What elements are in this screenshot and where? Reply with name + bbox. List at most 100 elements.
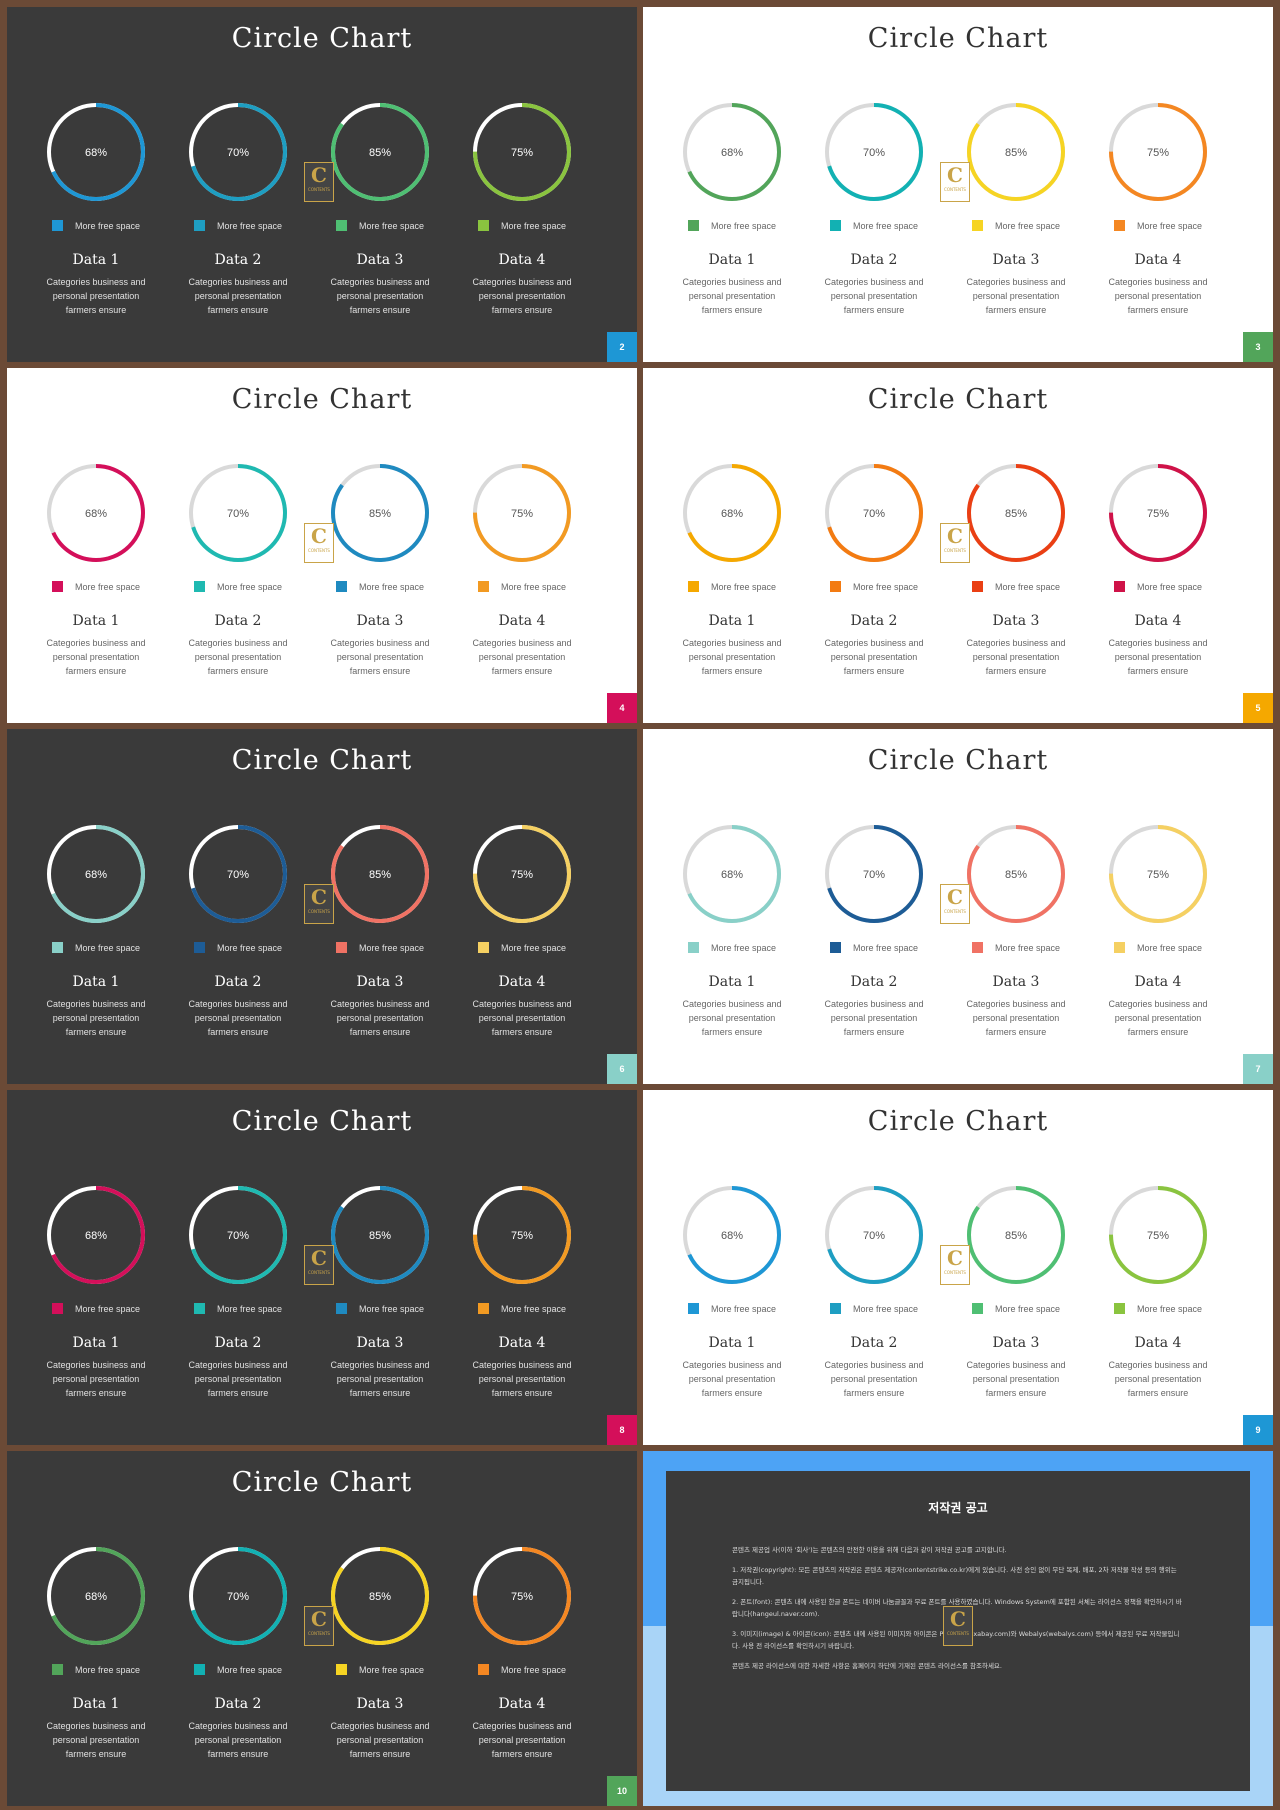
ring-percent-label: 70%: [863, 1230, 885, 1242]
ring-percent-label: 85%: [1005, 1230, 1027, 1242]
chart-item: 70% More free space Data 2 Categories bu…: [804, 824, 944, 1039]
legend-swatch: [193, 942, 205, 953]
chart-item: 68% More free space Data 1 Categories bu…: [662, 824, 802, 1039]
legend-swatch: [335, 942, 347, 953]
ring-value-arc: [189, 103, 287, 201]
ring-value-arc: [331, 825, 429, 923]
slide-thumbnail-10[interactable]: Circle Chart 68% More free space Data 1 …: [7, 1451, 637, 1806]
legend-swatch: [335, 581, 347, 592]
ring-value-arc: [1109, 1186, 1207, 1284]
description-line: farmers ensure: [1127, 1027, 1189, 1037]
data-description: Categories business and personal presenta…: [310, 997, 450, 1039]
data-description: Categories business and personal presenta…: [804, 636, 944, 678]
legend-label: More free space: [852, 1303, 919, 1314]
logo-letter: C: [950, 1607, 966, 1631]
legend-entry: More free space: [452, 581, 592, 592]
legend-entry: More free space: [662, 220, 802, 231]
data-description: Categories business and personal presenta…: [452, 1358, 592, 1400]
slide-thumbnail-6[interactable]: Circle Chart 68% More free space Data 1 …: [7, 729, 637, 1084]
ring-percent-label: 85%: [1005, 869, 1027, 881]
description-line: personal presentation: [830, 652, 918, 662]
data-name-label: Data 1: [72, 252, 120, 268]
chart-item: 75% More free space Data 4 Categories bu…: [1088, 824, 1228, 1039]
description-line: Categories business and: [472, 277, 572, 287]
legend-entry: More free space: [310, 220, 450, 231]
contents-logo: C CONTENTS: [940, 1245, 970, 1285]
ring-percent-label: 70%: [227, 1230, 249, 1242]
description-line: personal presentation: [1114, 652, 1202, 662]
slide-thumbnail-8[interactable]: Circle Chart 68% More free space Data 1 …: [7, 1090, 637, 1445]
description-line: farmers ensure: [491, 1027, 553, 1037]
ring-value-arc: [473, 1547, 571, 1645]
legend-swatch: [687, 1303, 699, 1314]
description-line: Categories business and: [188, 1360, 288, 1370]
ring-chart: 75%: [1109, 103, 1207, 201]
legend-label: More free space: [358, 581, 425, 592]
description-line: farmers ensure: [349, 1749, 411, 1759]
description-line: personal presentation: [478, 1735, 566, 1745]
slide-thumbnail-5[interactable]: Circle Chart 68% More free space Data 1 …: [643, 368, 1273, 723]
legend-entry: More free space: [310, 1664, 450, 1675]
legend-entry: More free space: [804, 581, 944, 592]
description-line: farmers ensure: [701, 666, 763, 676]
slide-thumbnail-7[interactable]: Circle Chart 68% More free space Data 1 …: [643, 729, 1273, 1084]
slide-thumbnail-3[interactable]: Circle Chart 68% More free space Data 1 …: [643, 7, 1273, 362]
legend-entry: More free space: [168, 581, 308, 592]
description-line: personal presentation: [194, 1735, 282, 1745]
data-name-label: Data 2: [214, 613, 262, 629]
slide-thumbnail-copyright-notice[interactable]: 저작권 공고 콘텐츠 제공업 사(이하 '회사')는 콘텐츠의 안전한 이용을 위…: [643, 1451, 1273, 1806]
data-description: Categories business and personal presenta…: [804, 997, 944, 1039]
ring-value-arc: [683, 1186, 781, 1284]
logo-letter: C: [311, 163, 327, 187]
description-line: Categories business and: [46, 277, 146, 287]
description-line: farmers ensure: [701, 1027, 763, 1037]
ring-value-arc: [473, 825, 571, 923]
ring-percent-label: 68%: [85, 147, 107, 159]
ring-value-arc: [967, 103, 1065, 201]
ring-value-arc: [331, 1186, 429, 1284]
chart-item: 85% More free space Data 3 Categories bu…: [946, 824, 1086, 1039]
ring-value-arc: [189, 1186, 287, 1284]
chart-item: 70% More free space Data 2 Categories bu…: [804, 463, 944, 678]
legend-entry: More free space: [26, 581, 166, 592]
ring-chart: 75%: [1109, 464, 1207, 562]
chart-items: 68% More free space Data 1 Categories bu…: [26, 102, 596, 352]
legend-label: More free space: [216, 581, 283, 592]
data-name-label: Data 1: [708, 1335, 756, 1351]
legend-swatch: [193, 1303, 205, 1314]
description-line: personal presentation: [336, 1735, 424, 1745]
description-line: personal presentation: [1114, 1374, 1202, 1384]
data-description: Categories business and personal presenta…: [168, 1719, 308, 1761]
legend-entry: More free space: [168, 1664, 308, 1675]
ring-percent-label: 68%: [721, 1230, 743, 1242]
data-name-label: Data 3: [356, 252, 404, 268]
legend-swatch: [1113, 581, 1125, 592]
page-number-badge: 9: [1243, 1415, 1273, 1445]
legend-swatch: [193, 1664, 205, 1675]
ring-percent-label: 68%: [721, 508, 743, 520]
notice-paragraph: 1. 저작권(copyright): 모든 콘텐츠의 저작권은 콘텐츠 제공자(…: [732, 1566, 1177, 1586]
slide-thumbnail-4[interactable]: Circle Chart 68% More free space Data 1 …: [7, 368, 637, 723]
ring-chart: 70%: [189, 1186, 287, 1284]
description-line: Categories business and: [1108, 1360, 1208, 1370]
chart-item: 85% More free space Data 3 Categories bu…: [310, 463, 450, 678]
description-line: personal presentation: [1114, 1013, 1202, 1023]
chart-item: 70% More free space Data 2 Categories bu…: [804, 102, 944, 317]
legend-label: More free space: [216, 220, 283, 231]
description-line: Categories business and: [1108, 999, 1208, 1009]
ring-chart: 85%: [331, 103, 429, 201]
legend-entry: More free space: [168, 1303, 308, 1314]
description-line: personal presentation: [688, 1374, 776, 1384]
data-name-label: Data 3: [356, 974, 404, 990]
data-name-label: Data 1: [708, 613, 756, 629]
slide-thumbnail-9[interactable]: Circle Chart 68% More free space Data 1 …: [643, 1090, 1273, 1445]
ring-chart: 70%: [189, 464, 287, 562]
legend-entry: More free space: [1088, 581, 1228, 592]
slide-thumbnail-2[interactable]: Circle Chart 68% More free space Data 1 …: [7, 7, 637, 362]
ring-value-arc: [47, 103, 145, 201]
ring-chart: 85%: [967, 1186, 1065, 1284]
description-line: farmers ensure: [985, 305, 1047, 315]
ring-value-arc: [47, 1547, 145, 1645]
slide-title: Circle Chart: [231, 23, 413, 54]
description-line: Categories business and: [330, 1360, 430, 1370]
